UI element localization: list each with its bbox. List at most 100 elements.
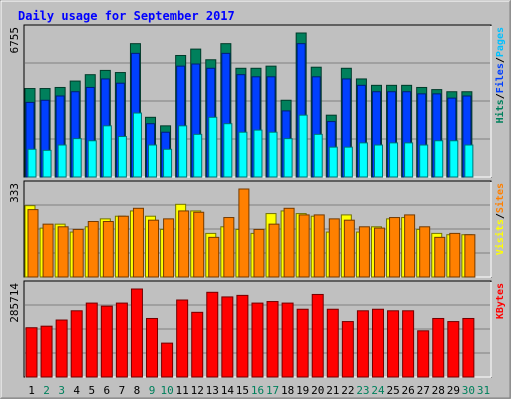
bar-kbytes-day-10 — [161, 342, 174, 378]
bar-kbytes-day-13 — [206, 291, 219, 378]
x-tick-label: 16 — [251, 384, 264, 397]
bar-kbytes-day-3 — [55, 319, 68, 378]
x-tick-label: 17 — [266, 384, 279, 397]
bar-kbytes-day-9 — [146, 317, 159, 378]
panel-kbytes: 285714 KBytes — [8, 280, 506, 378]
bar-kbytes-day-27 — [417, 330, 430, 378]
bar-kbytes-day-12 — [191, 311, 204, 378]
bar-sites-day-11 — [178, 210, 190, 278]
bar-sites-day-19 — [298, 214, 310, 278]
x-tick-label: 24 — [371, 384, 385, 397]
series-legend: KBytes — [495, 283, 506, 319]
bar-sites-day-26 — [404, 214, 416, 278]
bar-kbytes-day-22 — [341, 321, 354, 378]
bar-sites-day-21 — [328, 218, 340, 278]
x-tick-label: 20 — [311, 384, 324, 397]
bar-pages-day-11 — [178, 125, 188, 178]
x-tick-label: 11 — [176, 384, 189, 397]
bar-pages-day-23 — [358, 142, 368, 178]
bar-pages-day-16 — [253, 129, 263, 178]
bar-sites-day-3 — [57, 226, 69, 278]
bar-kbytes-day-29 — [447, 321, 460, 378]
y-max-label: 6755 — [8, 27, 21, 54]
bar-pages-day-29 — [449, 140, 459, 178]
bar-kbytes-day-14 — [221, 296, 234, 378]
x-tick-label: 3 — [58, 384, 65, 397]
bar-kbytes-day-5 — [85, 302, 98, 378]
bar-pages-day-15 — [238, 131, 248, 178]
x-tick-label: 19 — [296, 384, 309, 397]
bar-pages-day-12 — [193, 133, 203, 178]
bar-sites-day-27 — [419, 226, 431, 278]
bar-sites-day-4 — [72, 228, 84, 278]
x-tick-label: 22 — [341, 384, 354, 397]
legend-entry: Pages — [495, 27, 506, 57]
bar-sites-day-7 — [117, 215, 129, 278]
bar-pages-day-28 — [434, 140, 444, 178]
x-tick-label: 12 — [191, 384, 204, 397]
bar-sites-day-17 — [268, 223, 280, 278]
bar-kbytes-day-28 — [432, 317, 445, 378]
legend-entry: KBytes — [495, 283, 506, 319]
bar-pages-day-26 — [404, 142, 414, 178]
x-tick-label: 31 — [477, 384, 490, 397]
bar-pages-day-9 — [148, 144, 158, 178]
y-max-label: 285714 — [8, 283, 21, 323]
bar-kbytes-day-30 — [462, 317, 475, 378]
bar-sites-day-29 — [449, 232, 461, 278]
x-tick-label: 6 — [104, 384, 111, 397]
bar-pages-day-6 — [102, 125, 112, 178]
x-tick-label: 25 — [386, 384, 399, 397]
bar-pages-day-5 — [87, 140, 97, 178]
bar-pages-day-21 — [328, 146, 338, 178]
x-tick-label: 27 — [417, 384, 430, 397]
x-tick-label: 18 — [281, 384, 294, 397]
bar-kbytes-day-18 — [281, 302, 294, 378]
bar-sites-day-22 — [343, 219, 355, 278]
bar-sites-day-20 — [313, 214, 325, 278]
bar-sites-day-12 — [193, 211, 205, 278]
bar-pages-day-22 — [343, 146, 353, 178]
legend-entry: Files — [494, 63, 506, 93]
bar-kbytes-day-20 — [311, 293, 324, 378]
bar-kbytes-day-24 — [371, 308, 384, 378]
bar-pages-day-14 — [223, 123, 233, 178]
x-tick-label: 9 — [149, 384, 156, 397]
chart-title: Daily usage for September 2017 — [18, 9, 235, 23]
legend-entry: Hits — [494, 99, 506, 123]
x-tick-label: 28 — [432, 384, 445, 397]
bar-pages-day-2 — [42, 149, 52, 178]
legend-entry: / — [495, 57, 506, 63]
bar-sites-day-6 — [102, 221, 114, 278]
x-tick-label: 30 — [462, 384, 475, 397]
x-tick-label: 10 — [160, 384, 173, 397]
bar-kbytes-day-25 — [387, 310, 400, 378]
bar-sites-day-28 — [434, 236, 446, 278]
bar-sites-day-8 — [132, 207, 144, 278]
x-tick-label: 23 — [356, 384, 369, 397]
series-legend: Hits/Files/Pages — [494, 27, 506, 123]
x-tick-label: 29 — [447, 384, 460, 397]
bar-kbytes-day-2 — [40, 325, 53, 378]
bar-sites-day-18 — [283, 207, 295, 278]
bar-sites-day-16 — [253, 228, 265, 278]
x-tick-label: 21 — [326, 384, 339, 397]
bar-pages-day-27 — [419, 144, 429, 178]
chart-panels: 6755Hits/Files/Pages333Visits/Sites28571… — [8, 24, 506, 378]
bar-sites-day-14 — [223, 217, 235, 278]
bar-sites-day-13 — [208, 236, 220, 278]
x-tick-label: 1 — [28, 384, 35, 397]
bar-kbytes-day-23 — [356, 310, 369, 378]
bar-kbytes-day-21 — [326, 308, 339, 378]
legend-entry: Visits — [494, 219, 506, 255]
bar-kbytes-day-6 — [100, 305, 113, 378]
x-tick-label: 4 — [73, 384, 80, 397]
bar-pages-day-24 — [373, 144, 383, 178]
x-tick-label: 14 — [221, 384, 235, 397]
bar-kbytes-day-19 — [296, 308, 309, 378]
bar-pages-day-10 — [163, 148, 173, 178]
bar-kbytes-day-17 — [266, 301, 279, 378]
bar-sites-day-1 — [27, 209, 39, 278]
